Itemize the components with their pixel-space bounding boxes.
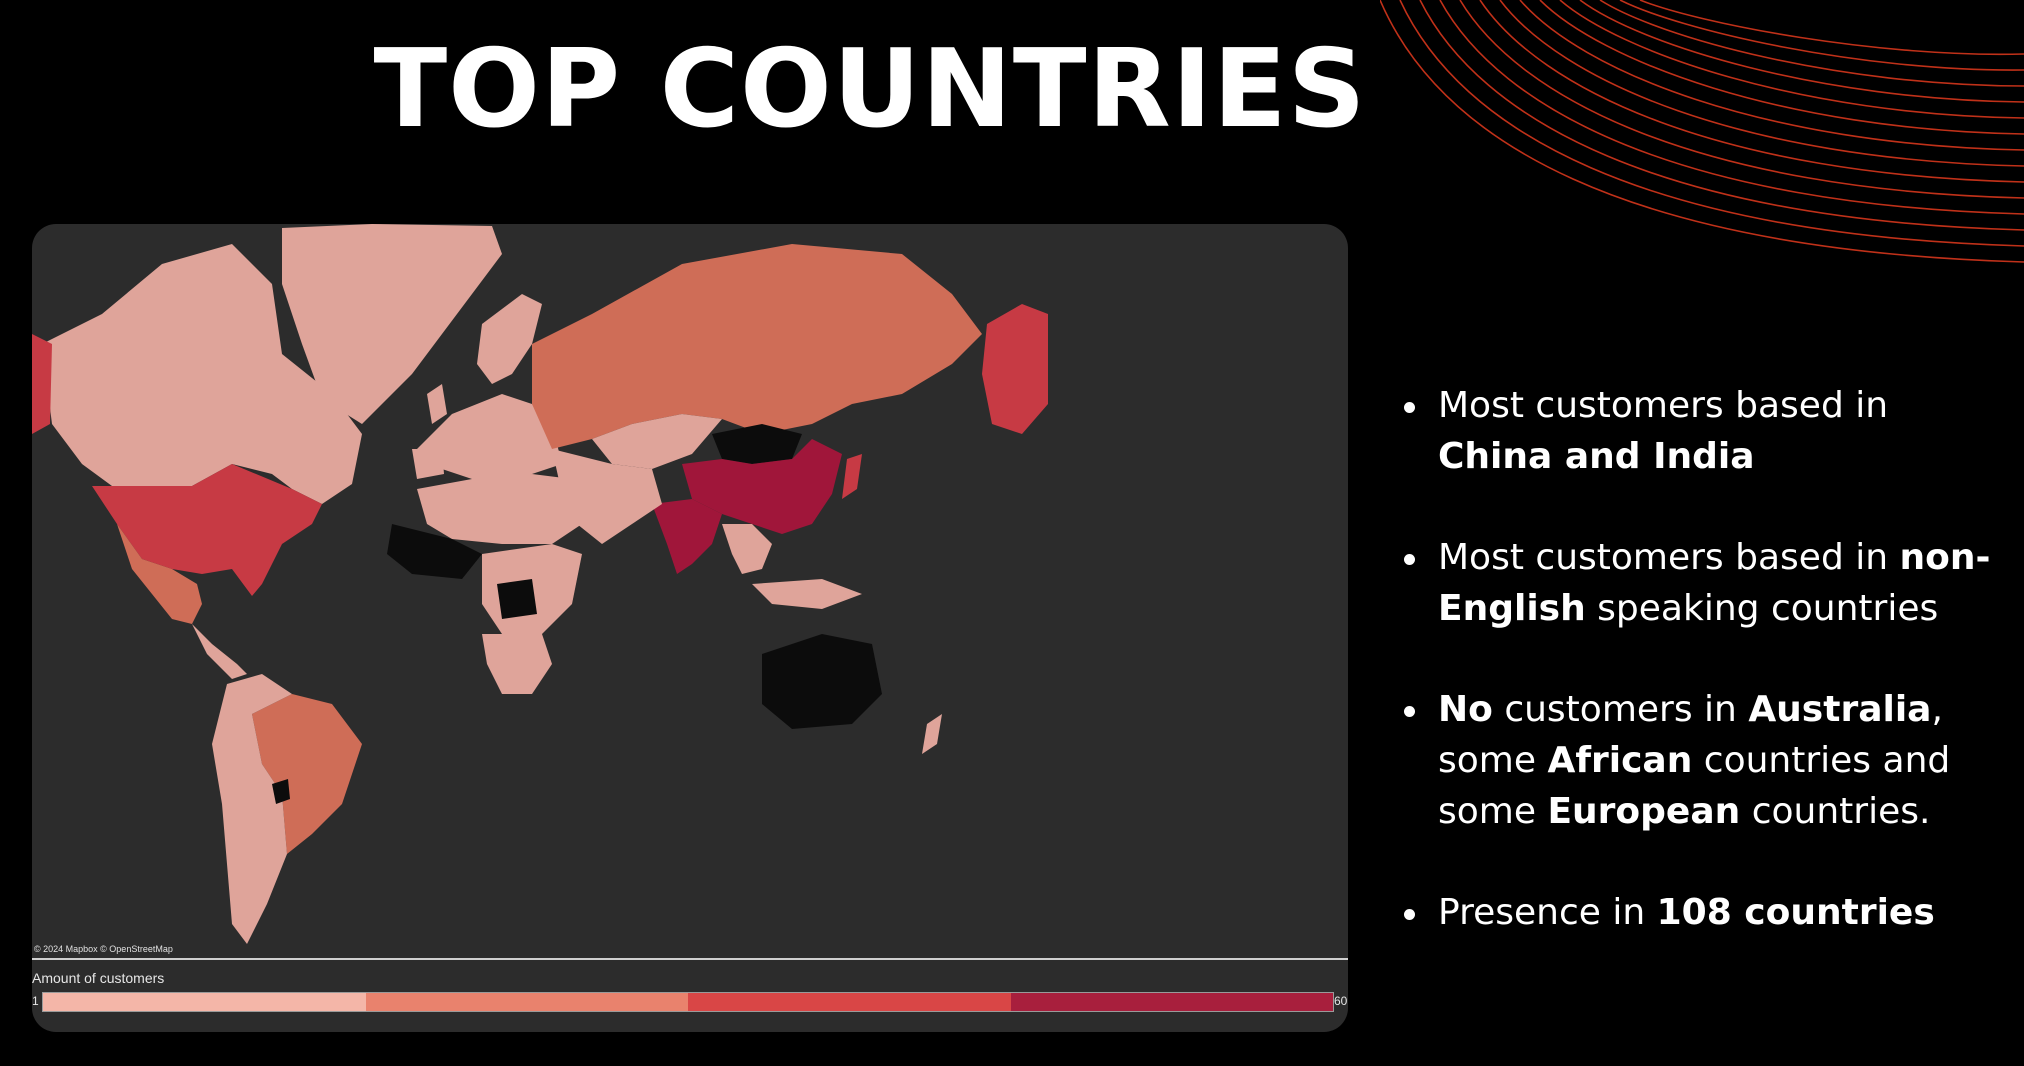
world-map-card[interactable]: © 2024 Mapbox © OpenStreetMap Amount of … <box>32 224 1348 1032</box>
insight-text: countries and some <box>1438 740 1951 832</box>
country-usa[interactable] <box>92 464 322 596</box>
country-new-zealand[interactable] <box>922 714 942 754</box>
country-india[interactable] <box>652 499 722 574</box>
legend-max-value: 60 <box>1334 994 1348 1008</box>
insight-text: , some <box>1438 689 1943 781</box>
russia-region <box>532 244 1048 469</box>
bullet-dot-icon <box>1404 554 1415 565</box>
country-indonesia[interactable] <box>752 579 862 609</box>
country-brazil[interactable] <box>252 694 362 854</box>
bullet-dot-icon <box>1404 706 1415 717</box>
country-scandinavia[interactable] <box>477 294 542 384</box>
country-mexico[interactable] <box>117 524 202 624</box>
legend-color-scale <box>42 992 1334 1012</box>
insight-highlight: European <box>1547 791 1741 832</box>
country-canada[interactable] <box>42 244 362 504</box>
country-greenland[interactable] <box>282 224 502 424</box>
legend-divider <box>32 958 1348 960</box>
insight-highlight: China and India <box>1438 436 1755 477</box>
insight-text: countries. <box>1740 791 1931 832</box>
bullet-dot-icon <box>1404 909 1415 920</box>
europe <box>412 294 562 484</box>
insight-text: Presence in <box>1438 892 1657 933</box>
country-alaska[interactable] <box>32 334 52 434</box>
legend-segment <box>1010 993 1333 1011</box>
country-congo[interactable] <box>497 579 537 619</box>
country-kazakhstan[interactable] <box>592 414 722 469</box>
country-paraguay[interactable] <box>272 779 290 804</box>
insight-text: customers in <box>1492 689 1749 730</box>
country-far-east[interactable] <box>982 304 1048 434</box>
country-southeast-asia[interactable] <box>722 524 772 574</box>
bullet-dot-icon <box>1404 402 1415 413</box>
page-title: TOP COUNTRIES <box>373 27 1367 152</box>
country-australia[interactable] <box>762 634 882 729</box>
country-andes[interactable] <box>212 674 292 944</box>
insight-text: Most customers based in <box>1438 385 1889 426</box>
legend-min-value: 1 <box>32 994 39 1008</box>
insight-highlight: 108 countries <box>1656 892 1935 933</box>
country-sahel[interactable] <box>387 524 482 579</box>
world-choropleth-map[interactable] <box>32 224 1348 956</box>
insight-text: Most customers based in <box>1438 537 1900 578</box>
country-southern-africa[interactable] <box>482 634 552 694</box>
map-attribution: © 2024 Mapbox © OpenStreetMap <box>34 944 173 954</box>
insight-highlight: Australia <box>1748 689 1932 730</box>
country-russia[interactable] <box>532 244 982 449</box>
country-iberia[interactable] <box>412 449 444 479</box>
asia <box>552 424 862 609</box>
decorative-arcs <box>1380 0 2024 263</box>
oceania <box>762 634 942 754</box>
africa <box>387 474 582 694</box>
insight-highlight: African <box>1547 740 1693 781</box>
insights-list: Most customers based in China and India M… <box>1400 380 2010 988</box>
legend-title: Amount of customers <box>32 970 165 986</box>
insight-bullet: No customers in Australia, some African … <box>1400 684 2010 837</box>
country-japan[interactable] <box>842 454 862 499</box>
country-western-europe[interactable] <box>417 394 562 484</box>
country-china[interactable] <box>682 439 842 534</box>
south-america <box>212 674 362 944</box>
country-north-africa[interactable] <box>417 474 582 544</box>
legend-segment <box>365 993 688 1011</box>
legend-segment <box>688 993 1011 1011</box>
insight-highlight: No <box>1438 689 1493 730</box>
insight-bullet: Most customers based in non-English spea… <box>1400 532 2010 634</box>
country-central-america[interactable] <box>192 624 247 679</box>
north-america <box>32 224 502 679</box>
insight-bullet: Presence in 108 countries <box>1400 887 2010 938</box>
insight-text: speaking countries <box>1585 588 1939 629</box>
insight-highlight: non-English <box>1438 537 1991 629</box>
country-mongolia[interactable] <box>712 424 802 464</box>
country-uk[interactable] <box>427 384 447 424</box>
legend-segment <box>43 993 366 1011</box>
insight-bullet: Most customers based in China and India <box>1400 380 2010 482</box>
